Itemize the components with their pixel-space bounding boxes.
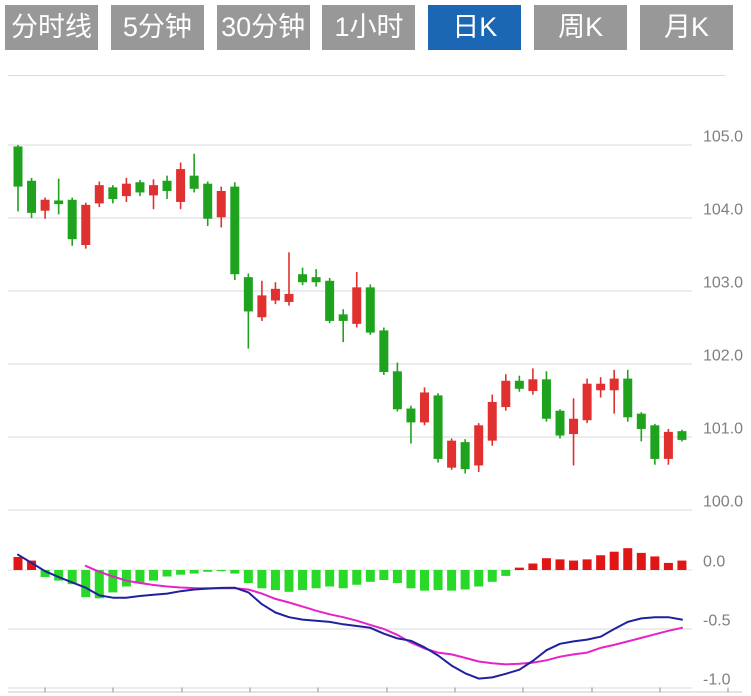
tabbar-divider (8, 75, 725, 76)
svg-text:100.0: 100.0 (703, 494, 743, 511)
time-axis (8, 687, 742, 693)
tab-daily-k[interactable]: 日K (428, 5, 522, 50)
svg-text:-1.0: -1.0 (703, 672, 731, 689)
svg-text:-0.5: -0.5 (703, 613, 731, 630)
tab-1hour[interactable]: 1小时 (322, 5, 416, 50)
macd-histogram (13, 548, 687, 599)
svg-text:103.0: 103.0 (703, 275, 743, 292)
svg-text:101.0: 101.0 (703, 421, 743, 438)
gridlines (8, 144, 692, 689)
macd-dif-line (17, 553, 683, 680)
tab-30min[interactable]: 30分钟 (216, 5, 310, 50)
macd-dea-line (84, 564, 683, 666)
candlestick-series (13, 145, 687, 474)
tab-5min[interactable]: 5分钟 (110, 5, 204, 50)
price-axis-labels: 105.0 104.0 103.0 102.0 101.0 100.0 (703, 129, 743, 511)
svg-text:0.0: 0.0 (703, 554, 725, 571)
tab-minute-line[interactable]: 分时线 (5, 5, 98, 50)
period-tabbar: 分时线 5分钟 30分钟 1小时 日K 周K 月K (0, 0, 751, 55)
svg-text:102.0: 102.0 (703, 348, 743, 365)
tab-weekly-k[interactable]: 周K (534, 5, 628, 50)
svg-text:105.0: 105.0 (703, 129, 743, 146)
macd-axis-labels: 0.0 -0.5 -1.0 (703, 554, 731, 689)
tab-monthly-k[interactable]: 月K (639, 5, 733, 50)
svg-text:104.0: 104.0 (703, 202, 743, 219)
